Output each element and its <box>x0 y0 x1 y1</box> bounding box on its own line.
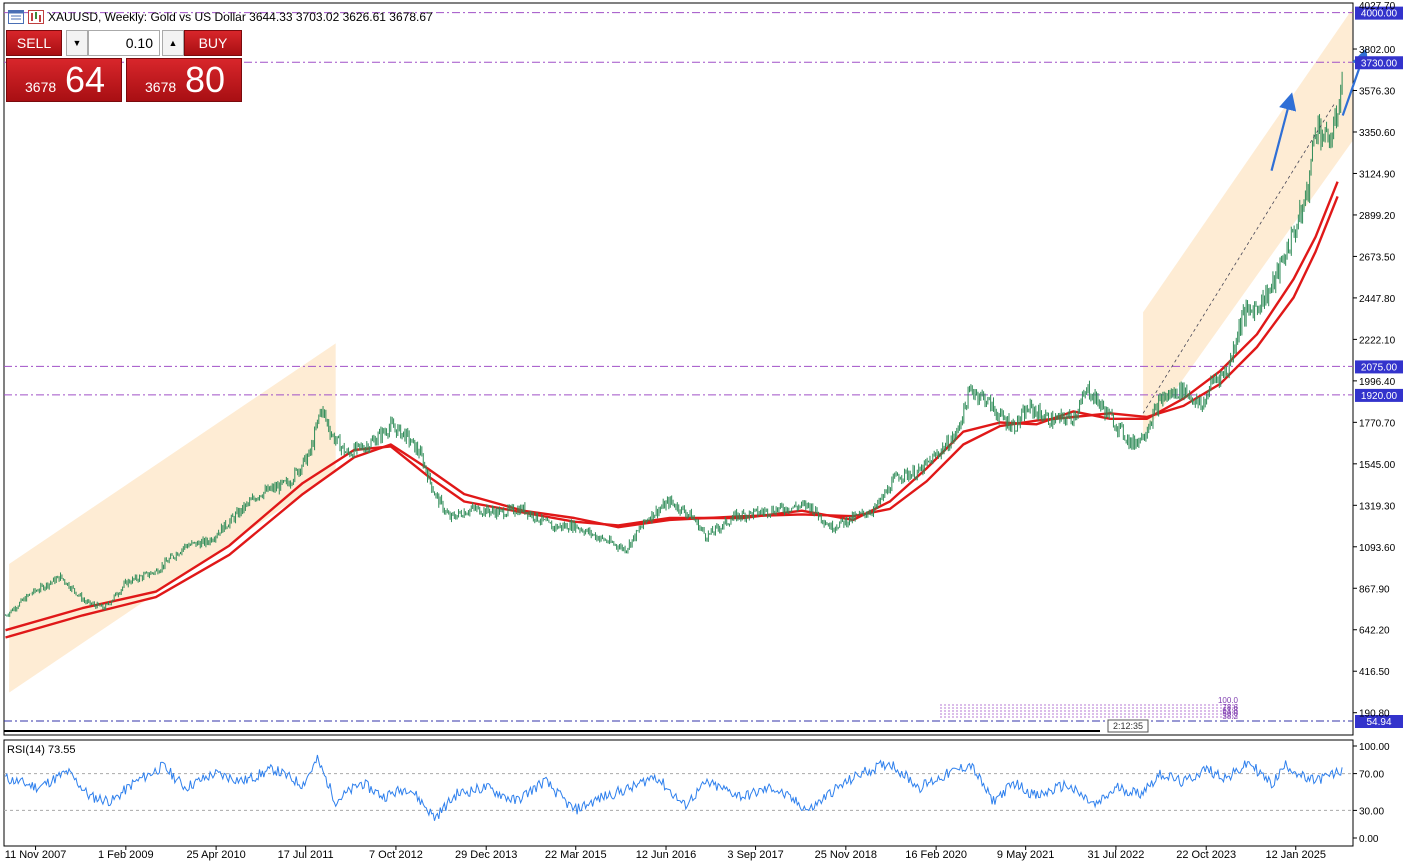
fib-label: 38.2 <box>1222 712 1238 721</box>
y-tick-label: 1545.00 <box>1359 460 1396 471</box>
chart-frame <box>3 2 1354 847</box>
level-label-bg <box>1355 56 1403 70</box>
symbol-icon <box>28 10 44 24</box>
y-tick-label: 642.20 <box>1359 626 1390 637</box>
y-tick-label: 1770.70 <box>1359 418 1396 429</box>
y-tick-label: 3124.90 <box>1359 169 1396 180</box>
x-tick-label: 25 Nov 2018 <box>815 849 877 861</box>
y-tick-label: 416.50 <box>1359 667 1390 678</box>
y-tick-label: 1093.60 <box>1359 543 1396 554</box>
rsi-line <box>5 754 1343 821</box>
x-tick-label: 11 Nov 2007 <box>5 849 67 861</box>
rsi-y-tick-label: 30.00 <box>1359 806 1384 817</box>
x-tick-label: 9 May 2021 <box>997 849 1054 861</box>
x-tick-label: 22 Mar 2015 <box>545 849 607 861</box>
price-label: 54.94 <box>1366 717 1391 728</box>
y-tick-label: 2673.50 <box>1359 252 1396 263</box>
up-arrow-1 <box>1270 92 1297 171</box>
x-tick-label: 22 Oct 2023 <box>1176 849 1236 861</box>
level-label: 1920.00 <box>1361 391 1398 402</box>
x-tick-label: 3 Sep 2017 <box>727 849 783 861</box>
y-tick-label: 2899.20 <box>1359 211 1396 222</box>
y-tick-label: 3802.00 <box>1359 45 1396 56</box>
x-tick-label: 29 Dec 2013 <box>455 849 517 861</box>
y-tick-label: 2447.80 <box>1359 294 1396 305</box>
level-label-bg <box>1355 6 1403 20</box>
x-tick-label: 12 Jun 2016 <box>636 849 697 861</box>
x-tick-label: 1 Feb 2009 <box>98 849 154 861</box>
fib-label: 100.0 <box>1218 696 1239 705</box>
x-tick-label: 12 Jan 2025 <box>1265 849 1326 861</box>
x-tick-label: 17 Jul 2011 <box>278 849 334 861</box>
rsi-panel-border <box>3 739 1354 847</box>
rsi-y-tick-label: 0.00 <box>1359 834 1379 845</box>
rsi-panel: RSI(14) 73.55 <box>4 744 1353 821</box>
dashed-trendline <box>1142 104 1335 414</box>
trend-channel-2 <box>1143 9 1353 436</box>
level-label: 4000.00 <box>1361 9 1398 20</box>
countdown-label: 2:12:35 <box>1113 721 1143 731</box>
price-series-group <box>4 71 1343 617</box>
one-click-trading-panel: SELL ▼ 0.10 ▲ BUY 3678 64 3678 80 <box>6 30 242 102</box>
y-tick-label-top: 4027.70 <box>1359 1 1396 12</box>
level-label-bg <box>1355 360 1403 374</box>
level-label: 3730.00 <box>1361 58 1398 69</box>
rsi-y-tick-label: 70.00 <box>1359 770 1384 781</box>
chart-title-bar: XAUUSD, Weekly: Gold vs US Dollar 3644.3… <box>8 8 433 26</box>
x-tick-label: 31 Jul 2022 <box>1087 849 1144 861</box>
sell-price-big: 64 <box>65 59 106 100</box>
sell-price-button[interactable]: 3678 64 <box>6 58 122 102</box>
y-tick-label: 190.80 <box>1359 709 1390 720</box>
rsi-y-tick-label: 100.00 <box>1359 742 1390 753</box>
buy-button[interactable]: BUY <box>184 30 242 56</box>
x-tick-label: 16 Feb 2020 <box>905 849 967 861</box>
sell-button[interactable]: SELL <box>6 30 62 56</box>
fib-label: 78.6 <box>1222 703 1238 712</box>
y-tick-label: 3350.60 <box>1359 128 1396 139</box>
fib-label: 61.8 <box>1222 706 1238 715</box>
chart-title: XAUUSD, Weekly: Gold vs US Dollar 3644.3… <box>48 10 433 24</box>
x-tick-label: 25 Apr 2010 <box>186 849 245 861</box>
y-tick-label: 1996.40 <box>1359 377 1396 388</box>
y-tick-label: 867.90 <box>1359 584 1390 595</box>
level-label-bg <box>1355 388 1403 402</box>
rsi-title: RSI(14) 73.55 <box>7 744 75 756</box>
volume-input[interactable]: 0.10 <box>88 30 160 56</box>
buy-price-small: 3678 <box>145 79 177 95</box>
main-chart-border <box>3 2 1354 736</box>
chart-window-icon[interactable] <box>8 10 24 24</box>
horizontal-level-group: 100.078.661.850.038.2 2:12:35 <box>4 12 1353 733</box>
volume-up-icon[interactable]: ▲ <box>162 30 184 56</box>
price-label-bg <box>1355 715 1403 728</box>
countdown-box <box>1107 719 1149 733</box>
volume-down-icon[interactable]: ▼ <box>66 30 88 56</box>
fib-label: 50.0 <box>1222 709 1238 718</box>
x-tick-label: 7 Oct 2012 <box>369 849 423 861</box>
y-tick-label: 1319.30 <box>1359 501 1396 512</box>
buy-price-big: 80 <box>185 59 226 100</box>
y-tick-label: 3576.30 <box>1359 87 1396 98</box>
buy-price-button[interactable]: 3678 80 <box>126 58 242 102</box>
sell-price-small: 3678 <box>25 79 57 95</box>
level-label: 2075.00 <box>1361 362 1398 373</box>
y-tick-label: 2222.10 <box>1359 335 1396 346</box>
